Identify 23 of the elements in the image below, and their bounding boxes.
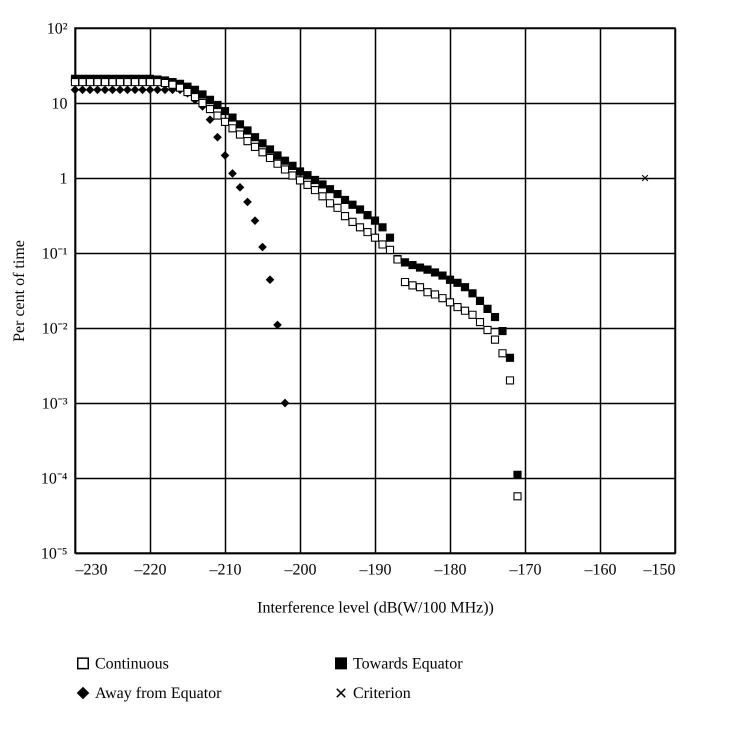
x-tick-label: –150 — [642, 562, 676, 578]
x-tick-label: –220 — [134, 562, 166, 578]
y-tick-label: 10⁻³ — [42, 396, 68, 412]
y-tick-label: 10⁻² — [42, 320, 68, 338]
x-tick-label: –180 — [434, 562, 466, 578]
y-tick-label: 10⁻⁵ — [40, 546, 68, 562]
x-tick-label: –200 — [284, 562, 316, 578]
y-tick-label: 1 — [60, 170, 68, 188]
x-tick-label: –210 — [208, 562, 242, 578]
legend-label: Continuous — [95, 655, 169, 672]
y-axis-title: Per cent of time — [10, 240, 28, 342]
x-tick-label: –160 — [584, 562, 616, 578]
y-tick-label: 10⁻¹ — [42, 246, 68, 262]
y-tick-label: 10⁻⁴ — [40, 470, 68, 488]
y-tick-label: 10 — [52, 96, 68, 112]
x-tick-label: –190 — [358, 562, 392, 578]
legend-label: Away from Equator — [95, 685, 222, 702]
legend-label: Criterion — [353, 685, 411, 702]
y-tick-label: 10² — [46, 20, 68, 38]
x-tick-label: –170 — [508, 562, 542, 578]
x-tick-label: –230 — [74, 562, 108, 578]
legend-label: Towards Equator — [353, 655, 464, 672]
x-axis-title: Interference level (dB(W/100 MHz)) — [257, 600, 494, 616]
